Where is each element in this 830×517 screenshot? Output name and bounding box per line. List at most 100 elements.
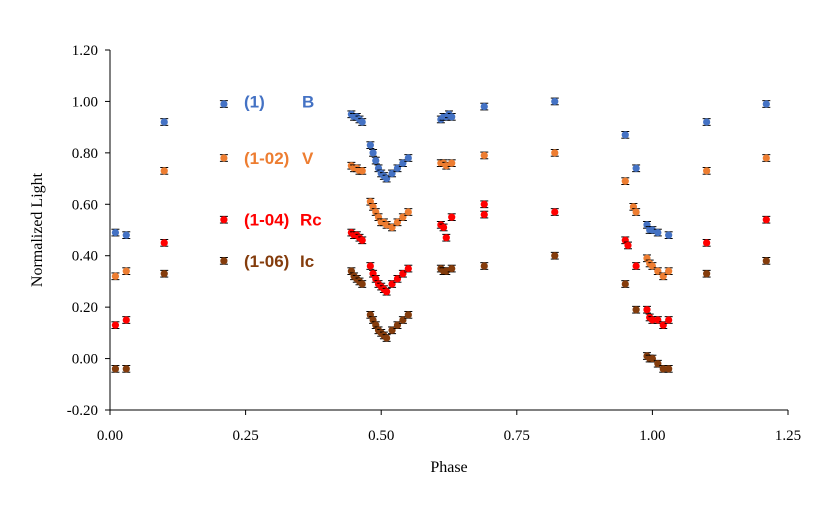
data-point	[358, 236, 367, 245]
data-point	[653, 267, 662, 275]
point-marker	[762, 154, 770, 162]
y-tick-label: 0.00	[72, 352, 98, 368]
data-point	[393, 321, 402, 329]
data-point	[366, 262, 375, 270]
data-point	[447, 159, 456, 167]
x-axis-ticks: 0.00 0.25 0.50 0.75 1.00 1.25	[97, 410, 801, 444]
legend-band: V	[302, 149, 314, 168]
point-marker	[659, 272, 667, 280]
point-marker	[448, 213, 456, 221]
point-marker	[621, 280, 629, 288]
point-marker	[648, 226, 657, 234]
data-point	[480, 151, 489, 160]
point-marker	[703, 239, 711, 247]
legend-band: B	[302, 92, 314, 111]
point-marker	[111, 228, 120, 237]
x-axis-label: Phase	[430, 459, 467, 476]
x-tick-label: 0.75	[504, 428, 530, 444]
point-marker	[358, 118, 366, 126]
data-point	[550, 149, 559, 157]
data-point	[642, 305, 651, 314]
data-point	[219, 154, 228, 162]
point-marker	[632, 262, 640, 270]
point-marker	[703, 118, 711, 126]
data-point	[762, 100, 771, 108]
point-marker	[383, 174, 391, 183]
legend-label: (1-04)	[244, 211, 289, 230]
legend-label: (1-06)	[244, 252, 289, 271]
data-point	[358, 167, 367, 175]
point-marker	[383, 334, 391, 342]
data-point	[702, 269, 711, 278]
point-marker	[122, 231, 130, 239]
point-marker	[122, 365, 130, 373]
data-point	[382, 221, 391, 229]
data-point	[653, 316, 662, 324]
point-marker	[372, 156, 380, 165]
point-marker	[448, 159, 456, 167]
legend-label: (1)	[244, 92, 265, 111]
y-tick-label: 0.60	[72, 197, 98, 213]
data-point	[393, 275, 402, 283]
data-point	[762, 154, 771, 162]
point-marker	[551, 97, 559, 106]
data-point	[111, 365, 120, 373]
point-marker	[160, 118, 168, 126]
plot-area: -0.200.000.200.400.600.801.001.20 0.00 0.…	[67, 43, 801, 444]
data-point	[480, 262, 489, 270]
point-marker	[442, 267, 450, 275]
point-marker	[480, 210, 488, 219]
point-marker	[624, 241, 632, 250]
data-point	[762, 257, 771, 265]
point-marker	[654, 228, 662, 237]
legend-band: Rc	[300, 211, 322, 230]
data-point	[160, 167, 169, 175]
point-marker	[393, 321, 402, 329]
data-point	[550, 251, 559, 260]
point-marker	[388, 169, 396, 178]
point-marker	[122, 316, 130, 324]
data-point	[762, 215, 771, 224]
data-point	[664, 365, 673, 373]
point-marker	[358, 167, 366, 175]
point-marker	[366, 141, 374, 149]
data-point	[621, 131, 630, 139]
data-point	[659, 321, 668, 329]
data-point	[398, 159, 407, 167]
data-point	[219, 257, 228, 265]
data-point	[439, 223, 448, 232]
series-3	[111, 251, 771, 373]
data-point	[404, 264, 413, 273]
y-tick-label: -0.20	[67, 403, 98, 419]
point-marker	[448, 264, 456, 273]
point-marker	[442, 234, 450, 242]
data-point	[122, 316, 131, 324]
data-point	[447, 213, 456, 221]
data-point	[122, 231, 131, 239]
data-point	[369, 149, 378, 157]
point-marker	[762, 100, 770, 108]
point-marker	[220, 216, 228, 224]
point-marker	[621, 177, 629, 185]
data-point	[404, 208, 413, 216]
y-tick-label: 0.20	[72, 300, 98, 316]
legend: (1) B (1-02) V (1-04) Rc (1-06) Ic	[244, 92, 322, 270]
point-marker	[648, 316, 657, 324]
data-point	[632, 262, 641, 270]
point-marker	[404, 154, 412, 162]
point-marker	[388, 223, 396, 232]
data-series	[111, 97, 771, 373]
data-point	[371, 156, 380, 165]
data-point	[358, 280, 367, 288]
point-marker	[393, 218, 402, 226]
point-marker	[648, 262, 657, 270]
data-point	[398, 213, 407, 221]
point-marker	[762, 257, 770, 265]
point-marker	[404, 264, 412, 273]
point-marker	[643, 306, 651, 314]
point-marker	[665, 231, 673, 239]
data-point	[219, 215, 228, 224]
point-marker	[220, 154, 228, 162]
data-point	[621, 280, 630, 288]
x-tick-label: 0.00	[97, 428, 123, 444]
